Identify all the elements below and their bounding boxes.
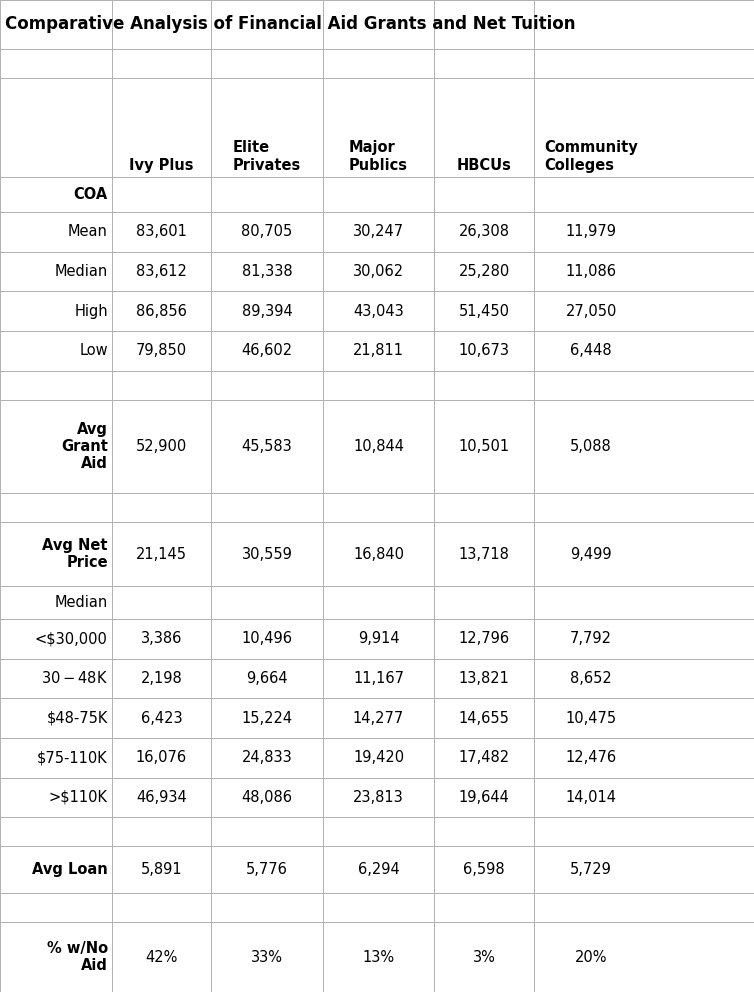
Text: 43,043: 43,043: [353, 304, 404, 318]
Text: 42%: 42%: [146, 949, 177, 964]
Text: Median: Median: [54, 264, 108, 279]
Text: 3%: 3%: [473, 949, 495, 964]
Text: Ivy Plus: Ivy Plus: [129, 158, 194, 174]
Text: 5,891: 5,891: [140, 862, 182, 877]
Text: $75-110K: $75-110K: [37, 750, 108, 765]
Text: 6,423: 6,423: [140, 710, 182, 725]
Text: 26,308: 26,308: [458, 224, 510, 239]
Text: 2,198: 2,198: [140, 671, 182, 685]
Text: 6,294: 6,294: [357, 862, 400, 877]
Text: HBCUs: HBCUs: [457, 158, 511, 174]
Text: Avg Net
Price: Avg Net Price: [42, 538, 108, 570]
Text: 16,840: 16,840: [353, 547, 404, 561]
Text: 21,145: 21,145: [136, 547, 187, 561]
Text: 17,482: 17,482: [458, 750, 510, 765]
Text: $48-75K: $48-75K: [47, 710, 108, 725]
Text: 52,900: 52,900: [136, 438, 187, 454]
Text: 48,086: 48,086: [241, 790, 293, 805]
Text: 51,450: 51,450: [458, 304, 510, 318]
Text: 10,496: 10,496: [241, 631, 293, 647]
Text: >$110K: >$110K: [49, 790, 108, 805]
Text: Median: Median: [54, 595, 108, 610]
Text: 5,729: 5,729: [570, 862, 612, 877]
Text: 14,277: 14,277: [353, 710, 404, 725]
Text: 80,705: 80,705: [241, 224, 293, 239]
Text: 3,386: 3,386: [141, 631, 182, 647]
Text: High: High: [74, 304, 108, 318]
Text: <$30,000: <$30,000: [35, 631, 108, 647]
Text: Community
Colleges: Community Colleges: [544, 140, 638, 174]
Text: 81,338: 81,338: [241, 264, 293, 279]
Text: Major
Publics: Major Publics: [349, 140, 408, 174]
Text: 13,718: 13,718: [458, 547, 510, 561]
Text: 16,076: 16,076: [136, 750, 187, 765]
Text: 5,776: 5,776: [246, 862, 288, 877]
Text: COA: COA: [74, 187, 108, 202]
Text: 14,655: 14,655: [458, 710, 510, 725]
Text: 19,420: 19,420: [353, 750, 404, 765]
Text: Elite
Privates: Elite Privates: [233, 140, 301, 174]
Text: 14,014: 14,014: [566, 790, 617, 805]
Text: 23,813: 23,813: [353, 790, 404, 805]
Text: 10,475: 10,475: [566, 710, 617, 725]
Text: $30-$48K: $30-$48K: [41, 671, 108, 686]
Text: 89,394: 89,394: [241, 304, 293, 318]
Text: Low: Low: [79, 343, 108, 358]
Text: Avg Loan: Avg Loan: [32, 862, 108, 877]
Text: 46,934: 46,934: [136, 790, 187, 805]
Text: 83,612: 83,612: [136, 264, 187, 279]
Text: 7,792: 7,792: [570, 631, 612, 647]
Text: 30,247: 30,247: [353, 224, 404, 239]
Text: 20%: 20%: [575, 949, 608, 964]
Text: 11,167: 11,167: [353, 671, 404, 685]
Text: 15,224: 15,224: [241, 710, 293, 725]
Text: 30,062: 30,062: [353, 264, 404, 279]
Text: 21,811: 21,811: [353, 343, 404, 358]
Text: 11,086: 11,086: [566, 264, 617, 279]
Text: 12,796: 12,796: [458, 631, 510, 647]
Text: % w/No
Aid: % w/No Aid: [47, 940, 108, 973]
Text: 45,583: 45,583: [241, 438, 293, 454]
Text: 8,652: 8,652: [570, 671, 612, 685]
Text: 6,448: 6,448: [570, 343, 612, 358]
Text: 10,501: 10,501: [458, 438, 510, 454]
Text: 25,280: 25,280: [458, 264, 510, 279]
Text: Mean: Mean: [68, 224, 108, 239]
Text: 5,088: 5,088: [570, 438, 612, 454]
Text: 27,050: 27,050: [566, 304, 617, 318]
Text: 13%: 13%: [363, 949, 394, 964]
Text: 10,844: 10,844: [353, 438, 404, 454]
Text: Avg
Grant
Aid: Avg Grant Aid: [61, 422, 108, 471]
Text: 12,476: 12,476: [566, 750, 617, 765]
Text: 6,598: 6,598: [463, 862, 505, 877]
Text: 10,673: 10,673: [458, 343, 510, 358]
Text: 46,602: 46,602: [241, 343, 293, 358]
Text: 30,559: 30,559: [241, 547, 293, 561]
Text: 9,664: 9,664: [246, 671, 288, 685]
Text: 79,850: 79,850: [136, 343, 187, 358]
Text: 11,979: 11,979: [566, 224, 617, 239]
Text: 13,821: 13,821: [458, 671, 510, 685]
Text: 86,856: 86,856: [136, 304, 187, 318]
Text: 9,499: 9,499: [570, 547, 612, 561]
Text: 9,914: 9,914: [357, 631, 400, 647]
Text: 33%: 33%: [251, 949, 283, 964]
Text: Comparative Analysis of Financial Aid Grants and Net Tuition: Comparative Analysis of Financial Aid Gr…: [5, 16, 575, 34]
Text: 83,601: 83,601: [136, 224, 187, 239]
Text: 19,644: 19,644: [458, 790, 510, 805]
Text: 24,833: 24,833: [241, 750, 293, 765]
